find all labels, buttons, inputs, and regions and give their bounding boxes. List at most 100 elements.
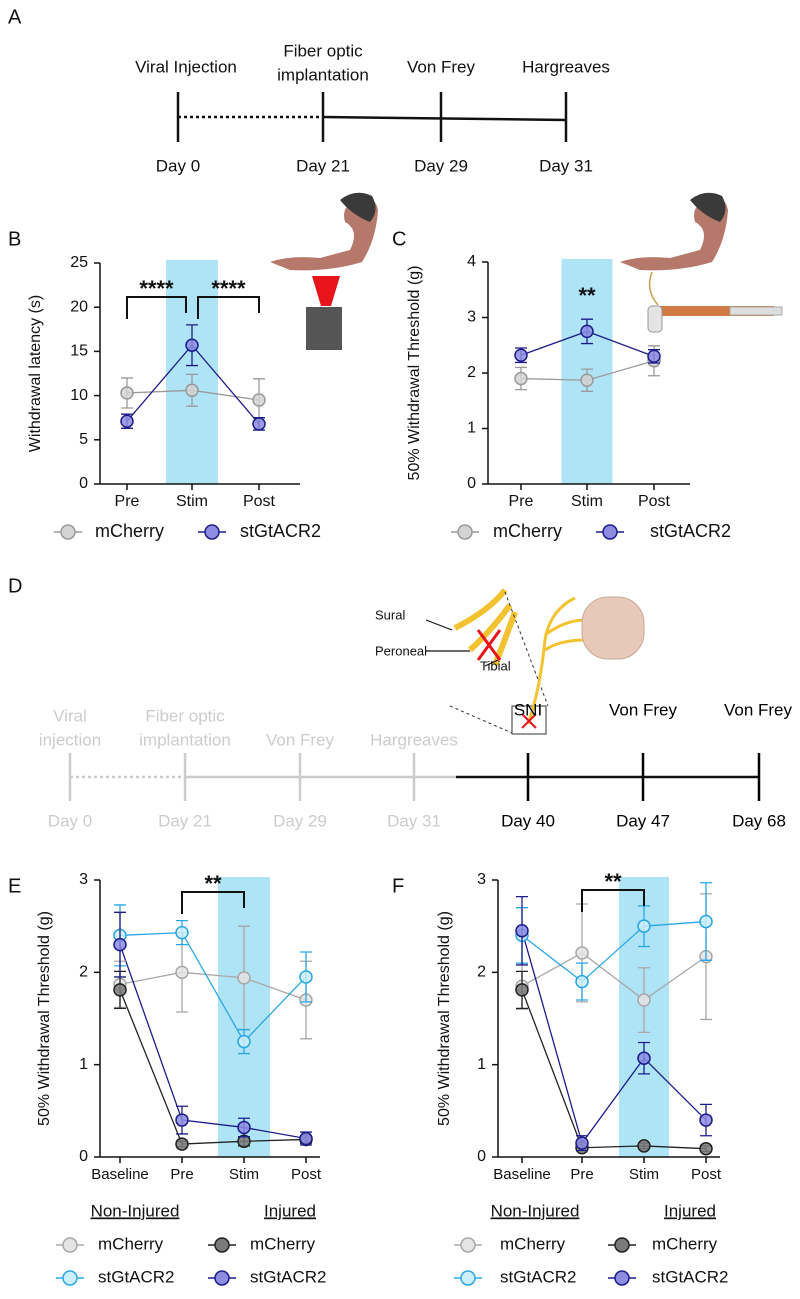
significance-bracket	[126, 296, 187, 319]
data-point	[185, 338, 199, 352]
paw-illustration	[270, 192, 378, 350]
x-tick-label: Pre	[115, 493, 140, 510]
legend-marker	[214, 1237, 230, 1253]
data-point	[699, 1113, 713, 1127]
event-label: implantation	[139, 730, 231, 749]
y-tick-label: 15	[70, 343, 88, 360]
day-label: Day 47	[616, 811, 670, 830]
timeline-line	[322, 115, 567, 122]
x-tick-label: Post	[243, 493, 276, 510]
data-point	[699, 914, 713, 929]
data-point	[515, 924, 529, 938]
legend-group-title: Non-Injured	[91, 1201, 180, 1220]
event-label: Hargreaves	[370, 730, 458, 749]
legend-label: mCherry	[95, 521, 164, 541]
x-tick-label: Post	[691, 1166, 722, 1183]
y-tick-label: 5	[79, 431, 88, 448]
y-tick-label: 0	[79, 1148, 88, 1165]
event-label: Von Frey	[266, 730, 335, 749]
x-tick-label: Pre	[570, 1166, 593, 1183]
data-point	[637, 1139, 651, 1153]
data-point	[113, 937, 127, 952]
data-point	[699, 1141, 713, 1156]
legend-label: stGtACR2	[98, 1267, 175, 1286]
day-label: Day 68	[732, 811, 786, 830]
data-point	[575, 1136, 589, 1150]
day-label: Day 0	[48, 811, 92, 830]
series-line	[521, 920, 707, 983]
event-label: Hargreaves	[522, 57, 610, 76]
panel-label: C	[392, 228, 406, 250]
series-line	[119, 989, 307, 1145]
event-label: SNI	[514, 700, 542, 719]
data-point	[514, 348, 528, 362]
event-label: Fiber optic	[283, 41, 363, 60]
x-tick-label: Post	[638, 493, 671, 510]
legend-marker	[204, 524, 220, 540]
y-axis-label: Withdrawal latency (s)	[27, 295, 44, 452]
stim-band	[166, 260, 218, 484]
series-line	[521, 989, 707, 1150]
day-label: Day 31	[539, 156, 593, 175]
legend-marker	[614, 1237, 630, 1253]
series-line	[119, 971, 307, 1001]
y-tick-label: 4	[467, 253, 476, 270]
data-point	[637, 919, 651, 933]
legend-group-title: Injured	[664, 1201, 716, 1220]
series-line	[521, 952, 707, 1001]
significance: **	[204, 871, 222, 896]
x-tick-label: Stim	[229, 1166, 259, 1183]
data-point	[237, 1120, 251, 1135]
inset-label: Tibial	[480, 658, 511, 673]
event-label: injection	[39, 730, 101, 749]
data-point	[175, 1137, 189, 1151]
data-point	[175, 1113, 189, 1127]
legend-marker	[60, 524, 76, 540]
y-tick-label: 1	[79, 1056, 88, 1073]
data-point	[120, 386, 134, 400]
legend-label: stGtACR2	[250, 1267, 327, 1286]
panel-label: F	[392, 875, 404, 897]
x-tick-label: Baseline	[91, 1166, 149, 1183]
data-point	[580, 373, 594, 387]
y-tick-label: 3	[467, 309, 476, 326]
data-point	[575, 974, 589, 989]
legend-marker	[62, 1237, 78, 1253]
data-point	[252, 417, 266, 431]
event-label: Von Frey	[407, 57, 476, 76]
inset-label: Peroneal	[375, 643, 427, 658]
legend-label: mCherry	[493, 521, 562, 541]
data-point	[175, 925, 189, 940]
significance-bracket	[181, 891, 245, 914]
y-axis-label: 50% Withdrawal Threshold (g)	[406, 266, 423, 481]
x-tick-label: Baseline	[493, 1166, 551, 1183]
panel-label: B	[8, 228, 21, 250]
legend-marker	[614, 1270, 630, 1286]
y-tick-label: 20	[70, 298, 88, 315]
panel-label: D	[8, 575, 22, 597]
data-point	[514, 371, 528, 386]
legend-label: stGtACR2	[650, 521, 731, 541]
data-point	[120, 414, 134, 428]
significance-bracket	[581, 889, 645, 912]
legend-marker	[457, 524, 473, 540]
legend-label: mCherry	[500, 1234, 566, 1253]
data-point	[299, 970, 313, 984]
data-point	[175, 965, 189, 980]
y-tick-label: 10	[70, 387, 88, 404]
x-tick-label: Post	[291, 1166, 322, 1183]
data-point	[252, 393, 266, 407]
x-tick-label: Stim	[571, 493, 603, 510]
event-label: Von Frey	[609, 700, 678, 719]
event-label: Fiber optic	[145, 706, 225, 725]
event-label: Von Frey	[724, 700, 793, 719]
significance: ****	[139, 276, 174, 301]
day-label: Day 21	[158, 811, 212, 830]
legend-marker	[602, 524, 618, 540]
y-tick-label: 2	[477, 964, 486, 981]
nerve-illustration	[425, 588, 645, 735]
legend-marker	[460, 1270, 476, 1286]
significance-bracket	[197, 296, 260, 319]
x-tick-label: Pre	[509, 493, 534, 510]
